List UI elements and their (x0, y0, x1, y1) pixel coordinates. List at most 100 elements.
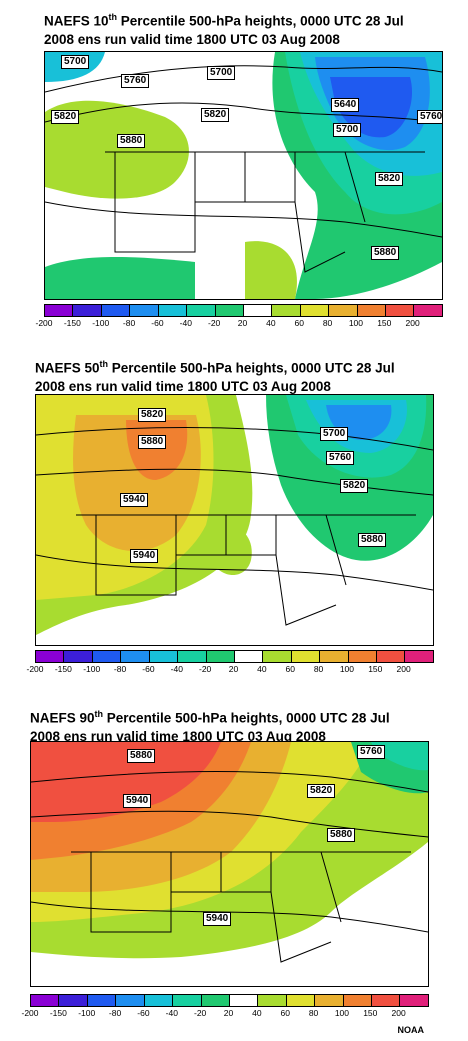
scale-swatch (87, 995, 117, 1006)
scale-tick-label: 80 (308, 1008, 319, 1018)
scale-tick-label: 20 (223, 1008, 234, 1018)
scale-tick-label: -80 (122, 318, 136, 328)
scale-swatch (116, 995, 145, 1006)
contour-label: 5820 (138, 408, 167, 422)
scale-swatch (329, 305, 358, 316)
scale-swatch (173, 995, 202, 1006)
panel-title: NAEFS 50th Percentile 500-hPa heights, 0… (35, 359, 395, 394)
scale-tick-label: 100 (339, 664, 355, 674)
contour-label: 5940 (203, 912, 232, 926)
scale-tick-label: -20 (193, 1008, 207, 1018)
scale-tick-label: -60 (151, 318, 164, 328)
height-map: 5880 5940 5760 5820 5880 5940 (30, 741, 429, 987)
scale-swatch (357, 305, 387, 316)
scale-tick-label: -40 (179, 318, 192, 328)
scale-swatch (59, 995, 88, 1006)
contour-label: 5880 (138, 435, 167, 449)
panel-title: NAEFS 10th Percentile 500-hPa heights, 0… (44, 12, 404, 47)
scale-tick-label: 100 (348, 318, 364, 328)
scale-swatch (73, 305, 102, 316)
contour-label: 5820 (201, 108, 230, 122)
scale-swatch (320, 651, 349, 662)
scale-swatch (121, 651, 150, 662)
contour-label: 5880 (358, 533, 387, 547)
scale-swatch (286, 995, 316, 1006)
scale-tick-label: 60 (285, 664, 295, 674)
color-scale-bar (35, 650, 434, 663)
scale-swatch (315, 995, 344, 1006)
scale-tick-label: 100 (334, 1008, 350, 1018)
scale-tick-label: 40 (257, 664, 267, 674)
contour-label: 5820 (307, 784, 336, 798)
scale-tick-label: 150 (377, 318, 392, 328)
scale-tick-label: -40 (165, 1008, 178, 1018)
scale-tick-label: -200 (35, 318, 53, 328)
scale-swatch (343, 995, 373, 1006)
scale-tick-label: 150 (363, 1008, 378, 1018)
scale-tick-label: -20 (198, 664, 212, 674)
scale-tick-label: 200 (391, 1008, 406, 1018)
scale-tick-label: -150 (63, 318, 81, 328)
scale-tick-label: -150 (49, 1008, 67, 1018)
contour-label: 5700 (333, 123, 362, 137)
scale-tick-label: 80 (313, 664, 324, 674)
contour-label: 5880 (371, 246, 400, 260)
scale-tick-label: -60 (142, 664, 155, 674)
scale-swatch (377, 651, 406, 662)
scale-tick-label: -20 (207, 318, 221, 328)
contour-label: 5880 (117, 134, 146, 148)
contour-label: 5820 (375, 172, 404, 186)
contour-label: 5700 (61, 55, 90, 69)
credit-text: NOAA (397, 1025, 425, 1035)
scale-swatch (263, 651, 292, 662)
scale-swatch (234, 651, 264, 662)
height-map: 5820 5880 5940 5940 5700 5760 5820 5880 (35, 394, 434, 646)
scale-swatch (372, 995, 401, 1006)
scale-tick-label: 40 (252, 1008, 262, 1018)
scale-swatch (243, 305, 273, 316)
scale-tick-label: 40 (266, 318, 276, 328)
scale-tick-label: -80 (108, 1008, 122, 1018)
scale-swatch (405, 651, 433, 662)
height-map: 5700 5760 5700 5820 5880 5820 5640 5700 … (44, 51, 443, 300)
scale-tick-label: 80 (322, 318, 333, 328)
color-scale-ticks: -200 -150 -100 -80 -60 -40 -20 20 40 60 80 100 150 20… (26, 664, 432, 676)
scale-tick-label: 60 (294, 318, 304, 328)
scale-tick-label: 200 (396, 664, 411, 674)
scale-swatch (45, 305, 74, 316)
color-scale-ticks: -200 -150 -100 -80 -60 -40 -20 20 40 60 80 100 150 20… (35, 318, 441, 330)
contour-label: 5760 (121, 74, 150, 88)
scale-swatch (201, 995, 230, 1006)
scale-swatch (258, 995, 287, 1006)
scale-swatch (130, 305, 159, 316)
scale-swatch (300, 305, 330, 316)
contour-label: 5640 (331, 98, 360, 112)
scale-tick-label: -200 (26, 664, 44, 674)
contour-label: 5820 (340, 479, 369, 493)
contour-label: 5940 (120, 493, 149, 507)
contour-label: 5820 (51, 110, 80, 124)
scale-swatch (348, 651, 378, 662)
scale-swatch (158, 305, 188, 316)
panel-10th-percentile: NAEFS 10th Percentile 500-hPa heights, 0… (0, 0, 468, 340)
contour-label: 5940 (123, 794, 152, 808)
scale-swatch (178, 651, 207, 662)
scale-tick-label: -150 (54, 664, 72, 674)
contour-label: 5760 (417, 110, 442, 124)
scale-swatch (92, 651, 122, 662)
scale-swatch (400, 995, 428, 1006)
scale-swatch (187, 305, 216, 316)
contour-label: 5700 (320, 427, 349, 441)
scale-swatch (215, 305, 244, 316)
contour-label: 5760 (326, 451, 355, 465)
scale-tick-label: -40 (170, 664, 183, 674)
scale-swatch (414, 305, 442, 316)
contour-label: 5940 (130, 549, 159, 563)
color-scale-ticks: -200 -150 -100 -80 -60 -40 -20 20 40 60 80 100 150 20… (21, 1008, 427, 1020)
panel-90th-percentile: NAEFS 90th Percentile 500-hPa heights, 0… (0, 697, 468, 1041)
scale-tick-label: 60 (280, 1008, 290, 1018)
panel-50th-percentile: NAEFS 50th Percentile 500-hPa heights, 0… (0, 345, 468, 680)
scale-swatch (272, 305, 301, 316)
scale-tick-label: 20 (237, 318, 248, 328)
scale-swatch (31, 995, 60, 1006)
